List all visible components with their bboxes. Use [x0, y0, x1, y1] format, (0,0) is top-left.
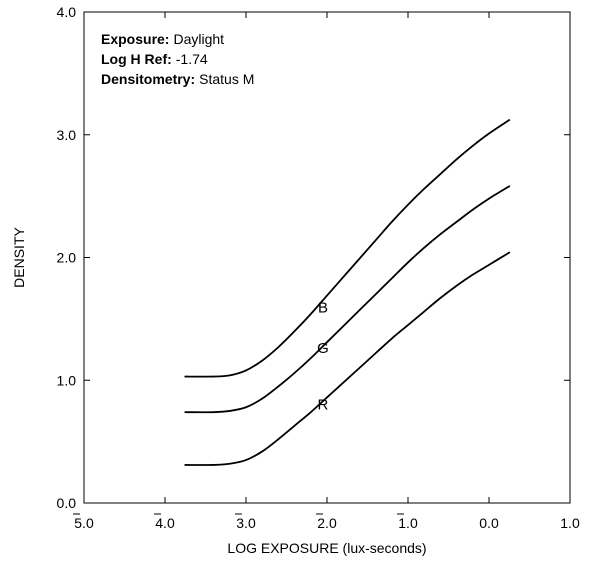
y-tick-label: 2.0 — [57, 250, 77, 266]
curve-b — [184, 119, 511, 378]
y-tick-label: 0.0 — [57, 495, 77, 511]
x-tick-label: 1.0 — [560, 515, 580, 531]
annotation-line: Exposure: Daylight — [101, 31, 224, 47]
annotation-value: -1.74 — [176, 51, 208, 67]
y-tick-label: 1.0 — [57, 372, 77, 388]
y-tick-label: 3.0 — [57, 127, 77, 143]
annotation-value: Daylight — [173, 31, 224, 47]
x-axis-title: LOG EXPOSURE (lux-seconds) — [227, 540, 426, 556]
curve-g — [184, 185, 511, 414]
annotation-key: Densitometry: — [101, 71, 195, 87]
x-tick-label: 5.0 — [74, 515, 94, 531]
x-tick-label: 0.0 — [479, 515, 499, 531]
x-tick-label: 4.0 — [155, 515, 175, 531]
annotation-line: Log H Ref: -1.74 — [101, 51, 208, 67]
curve-label-r: R — [318, 397, 329, 414]
y-axis-title: DENSITY — [11, 227, 27, 288]
curve-label-b: B — [318, 300, 328, 317]
annotation-value: Status M — [199, 71, 254, 87]
x-tick-label: 1.0 — [398, 515, 418, 531]
curve-label-g: G — [317, 340, 329, 357]
curve-r — [184, 251, 511, 466]
annotation-line: Densitometry: Status M — [101, 71, 254, 87]
annotation-key: Exposure: — [101, 31, 169, 47]
x-tick-label: 3.0 — [236, 515, 256, 531]
x-tick-label: 2.0 — [317, 515, 337, 531]
y-tick-label: 4.0 — [57, 4, 77, 20]
annotation-key: Log H Ref: — [101, 51, 172, 67]
